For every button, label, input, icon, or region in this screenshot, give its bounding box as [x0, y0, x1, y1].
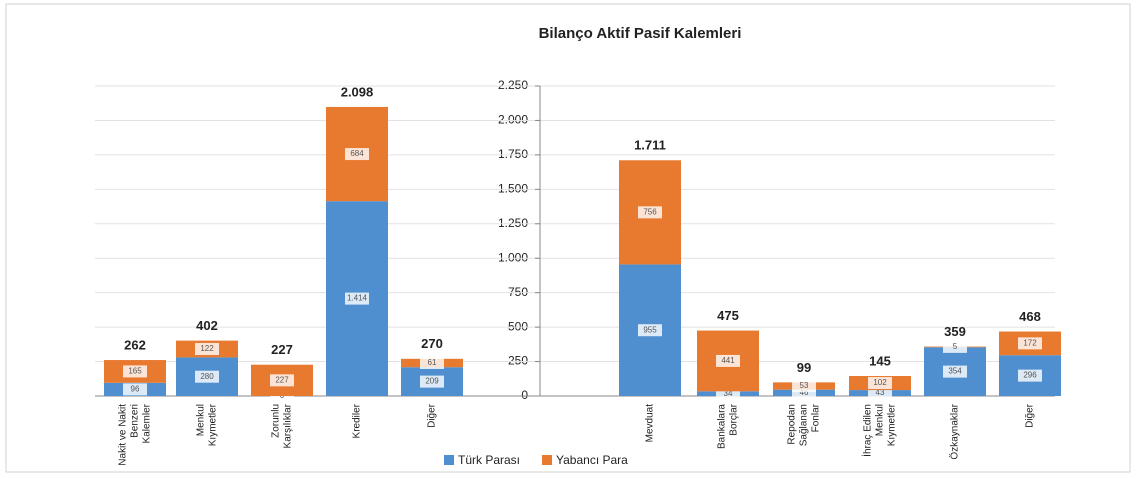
total-label: 475	[717, 308, 739, 323]
segment-label: 1.414	[347, 294, 368, 303]
x-tick-label: Menkul	[196, 404, 207, 436]
y-tick-label: 2.250	[498, 78, 528, 92]
segment-label-box	[345, 292, 369, 305]
y-tick-label: 1.750	[498, 147, 528, 161]
y-tick-label: 0	[521, 388, 528, 402]
segment-label: 122	[200, 344, 214, 353]
segment-label-box	[792, 380, 816, 393]
segment-label-box	[868, 377, 892, 390]
segment-label: 280	[200, 372, 214, 381]
x-tick-label: Diğer	[1025, 403, 1036, 428]
frame	[5, 3, 1131, 473]
segment-label: 209	[425, 377, 439, 386]
segment-label-box	[123, 365, 147, 378]
legend-label: Yabancı Para	[556, 453, 628, 467]
segment-label-box	[195, 370, 219, 383]
segment-label: 172	[1023, 338, 1037, 347]
total-label: 468	[1019, 309, 1041, 324]
total-label: 2.098	[341, 84, 374, 99]
y-tick-label: 1.500	[498, 182, 528, 196]
total-label: 262	[124, 337, 146, 352]
segment-label: 955	[643, 325, 657, 334]
total-label: 99	[797, 360, 811, 375]
total-label: 1.711	[634, 138, 666, 153]
segment-label-box	[270, 374, 294, 387]
x-tick-label: İhraç Edilen	[861, 404, 874, 457]
x-tick-label: Fonlar	[811, 403, 822, 432]
x-tick-label: Benzeri	[130, 404, 141, 438]
total-label: 359	[944, 324, 966, 339]
segment-label: 354	[948, 367, 962, 376]
x-tick-label: Karşılıklar	[283, 403, 294, 448]
x-tick-label: Sağlanan	[799, 404, 810, 446]
segment-label-box	[420, 375, 444, 388]
segment-label-box	[345, 148, 369, 161]
segment-label-box	[638, 324, 662, 337]
x-tick-label: Bankalara	[717, 404, 728, 449]
segment-label-box	[943, 340, 967, 353]
segment-label: 227	[275, 375, 289, 384]
segment-label-box	[1018, 369, 1042, 382]
segment-label: 756	[643, 207, 657, 216]
total-label: 270	[421, 336, 443, 351]
segment-label: 296	[1023, 371, 1037, 380]
segment-label-box	[1018, 337, 1042, 350]
total-label: 145	[869, 353, 891, 368]
x-tick-label: Kıymetler	[887, 403, 898, 446]
legend-label: Türk Parası	[458, 453, 520, 467]
y-tick-label: 1.000	[498, 250, 528, 264]
x-tick-label: Borçlar	[729, 403, 740, 435]
total-label: 402	[196, 318, 218, 333]
x-tick-label: Krediler	[352, 403, 363, 438]
segment-label-box	[123, 383, 147, 396]
segment-label: 34	[724, 389, 733, 398]
x-tick-label: Menkul	[875, 404, 886, 436]
y-tick-label: 2.000	[498, 113, 528, 127]
segment-label: 441	[721, 356, 735, 365]
segment-label: 102	[873, 378, 887, 387]
legend-swatch	[542, 455, 553, 465]
segment-label-box	[943, 365, 967, 378]
segment-label: 53	[800, 381, 809, 390]
x-tick-label: Özkaynaklar	[949, 403, 961, 459]
segment-label: 61	[428, 358, 437, 367]
x-tick-label: Mevduat	[645, 404, 656, 443]
segment-label: 96	[131, 384, 140, 393]
x-tick-label: Zorunlu	[271, 404, 282, 438]
segment-label-box	[716, 354, 740, 367]
x-tick-label: Nakit ve Nakit	[118, 404, 129, 466]
x-tick-label: Diğer	[427, 403, 438, 428]
segment-label: 5	[953, 342, 958, 351]
segment-label-box	[638, 206, 662, 219]
x-tick-label: Kalemler	[142, 403, 153, 443]
y-tick-label: 1.250	[498, 216, 528, 230]
segment-label: 684	[350, 149, 364, 158]
y-tick-label: 500	[508, 319, 528, 333]
chart-title: Bilanço Aktif Pasif Kalemleri	[539, 25, 742, 42]
segment-label: 46	[800, 388, 809, 397]
legend-swatch	[444, 455, 454, 465]
total-label: 227	[271, 342, 293, 357]
segment-label-box	[195, 343, 219, 356]
y-tick-label: 250	[508, 354, 528, 368]
x-tick-label: Repodan	[787, 404, 798, 445]
segment-label: 165	[128, 367, 142, 376]
x-tick-label: Kıymetler	[208, 403, 219, 446]
segment-label-box	[420, 357, 444, 370]
y-tick-label: 750	[508, 285, 528, 299]
segment-label: 43	[876, 388, 885, 397]
